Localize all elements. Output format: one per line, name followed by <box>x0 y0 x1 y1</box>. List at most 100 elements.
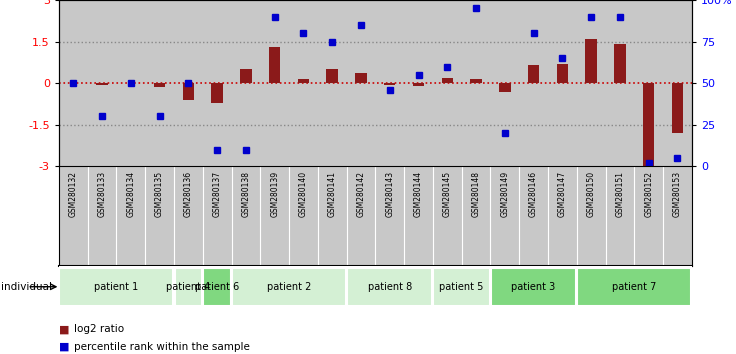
Bar <box>634 166 663 266</box>
Text: patient 8: patient 8 <box>367 282 412 292</box>
Bar <box>663 166 692 266</box>
Bar <box>232 166 261 266</box>
Text: percentile rank within the sample: percentile rank within the sample <box>74 342 250 352</box>
Bar <box>174 166 202 266</box>
Text: log2 ratio: log2 ratio <box>74 324 124 334</box>
Bar <box>261 0 289 166</box>
Text: GSM280153: GSM280153 <box>673 171 682 217</box>
Text: GSM280151: GSM280151 <box>615 171 624 217</box>
Bar <box>643 83 654 166</box>
Bar <box>116 0 145 166</box>
Text: GSM280148: GSM280148 <box>472 171 481 217</box>
Bar <box>490 0 519 166</box>
Bar <box>125 82 137 83</box>
Bar <box>606 0 634 166</box>
Text: GSM280136: GSM280136 <box>184 171 193 217</box>
Bar <box>289 0 318 166</box>
Bar <box>499 83 511 92</box>
Text: GSM280149: GSM280149 <box>500 171 509 217</box>
Bar <box>614 44 626 83</box>
Bar <box>375 0 404 166</box>
Text: GSM280144: GSM280144 <box>414 171 423 217</box>
Bar <box>174 268 202 306</box>
Bar <box>60 268 174 306</box>
Bar <box>470 79 482 83</box>
Bar <box>232 268 346 306</box>
Text: GSM280139: GSM280139 <box>270 171 279 217</box>
Bar <box>413 83 424 86</box>
Text: individual: individual <box>1 282 52 292</box>
Bar <box>145 0 174 166</box>
Bar <box>297 79 309 83</box>
Bar <box>202 166 232 266</box>
Bar <box>183 83 194 100</box>
Text: patient 1: patient 1 <box>94 282 138 292</box>
Text: GSM280143: GSM280143 <box>385 171 394 217</box>
Bar <box>174 0 202 166</box>
Bar <box>347 166 375 266</box>
Bar <box>528 65 539 83</box>
Bar <box>491 268 576 306</box>
Bar <box>240 69 252 83</box>
Bar <box>327 69 338 83</box>
Text: GSM280132: GSM280132 <box>68 171 78 217</box>
Bar <box>461 166 490 266</box>
Bar <box>606 166 634 266</box>
Bar <box>434 268 490 306</box>
Text: patient 6: patient 6 <box>195 282 239 292</box>
Bar <box>68 82 79 83</box>
Bar <box>318 166 347 266</box>
Bar <box>461 0 490 166</box>
Bar <box>577 0 606 166</box>
Text: ■: ■ <box>59 324 69 334</box>
Bar <box>289 166 318 266</box>
Bar <box>548 0 577 166</box>
Bar <box>211 83 223 103</box>
Bar <box>672 83 683 133</box>
Text: patient 7: patient 7 <box>612 282 657 292</box>
Bar <box>577 166 606 266</box>
Bar <box>261 166 289 266</box>
Bar <box>116 166 145 266</box>
Bar <box>548 166 577 266</box>
Bar <box>59 0 88 166</box>
Bar <box>96 83 107 85</box>
Bar <box>585 39 597 83</box>
Text: GSM280142: GSM280142 <box>356 171 366 217</box>
Text: patient 3: patient 3 <box>512 282 556 292</box>
Bar <box>318 0 347 166</box>
Bar <box>232 0 261 166</box>
Text: patient 4: patient 4 <box>166 282 210 292</box>
Text: GSM280135: GSM280135 <box>155 171 164 217</box>
Text: GSM280140: GSM280140 <box>299 171 308 217</box>
Text: ■: ■ <box>59 342 69 352</box>
Bar <box>88 166 116 266</box>
Bar <box>577 268 691 306</box>
Bar <box>59 166 88 266</box>
Text: GSM280145: GSM280145 <box>443 171 452 217</box>
Bar <box>347 268 432 306</box>
Bar <box>202 0 232 166</box>
Bar <box>347 0 375 166</box>
Bar <box>433 0 461 166</box>
Bar <box>404 166 433 266</box>
Bar <box>154 83 166 86</box>
Bar <box>203 268 231 306</box>
Bar <box>634 0 663 166</box>
Bar <box>88 0 116 166</box>
Text: GSM280133: GSM280133 <box>98 171 107 217</box>
Text: GSM280134: GSM280134 <box>127 171 135 217</box>
Bar <box>375 166 404 266</box>
Text: GSM280147: GSM280147 <box>558 171 567 217</box>
Bar <box>145 166 174 266</box>
Bar <box>519 166 548 266</box>
Bar <box>519 0 548 166</box>
Text: GSM280138: GSM280138 <box>241 171 250 217</box>
Text: patient 5: patient 5 <box>439 282 484 292</box>
Text: GSM280137: GSM280137 <box>213 171 222 217</box>
Text: GSM280146: GSM280146 <box>529 171 538 217</box>
Bar <box>384 83 395 85</box>
Bar <box>404 0 433 166</box>
Text: patient 2: patient 2 <box>267 282 311 292</box>
Text: GSM280150: GSM280150 <box>587 171 595 217</box>
